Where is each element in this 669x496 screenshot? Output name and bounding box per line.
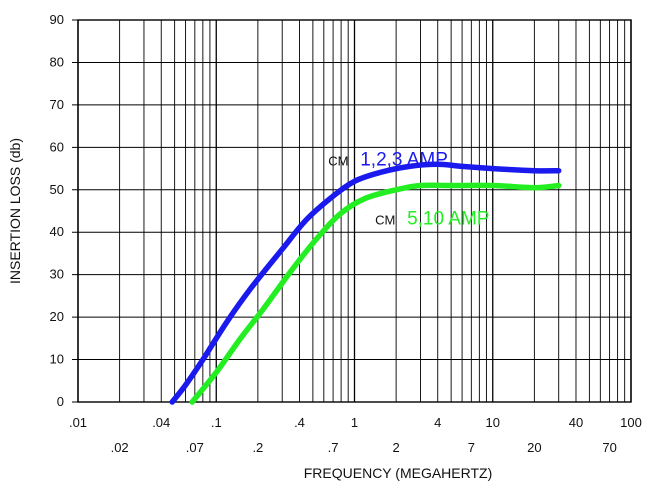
- series-line: [169, 161, 562, 405]
- series-annotations: CM 1,2,3 AMP CM 5,10 AMP: [328, 149, 489, 229]
- y-tick-label: 10: [50, 352, 64, 367]
- x-tick-label: 100: [620, 415, 642, 430]
- x-tick-label: 70: [602, 440, 616, 455]
- plot-border: [77, 19, 632, 403]
- series-annotation-prefix: CM: [328, 153, 348, 168]
- series-lines: [169, 161, 562, 405]
- x-tick-label: 2: [393, 440, 400, 455]
- x-tick-label: .4: [294, 415, 305, 430]
- y-tick-label: 20: [50, 309, 64, 324]
- x-tick-label: .04: [152, 415, 170, 430]
- x-tick-label: 7: [468, 440, 475, 455]
- x-tick-labels: .01 .04 .1 .4 1 4 10 40 100 .02 .07 .2 .7 2 7 20 70: [69, 415, 642, 455]
- y-tick-label: 80: [50, 54, 64, 69]
- y-tick-label: 60: [50, 139, 64, 154]
- x-tick-label: 4: [434, 415, 441, 430]
- x-tick-label: .02: [111, 440, 129, 455]
- grid: [72, 19, 632, 403]
- x-tick-label: 40: [569, 415, 583, 430]
- series-annotation-label: 5,10 AMP: [407, 209, 489, 230]
- x-tick-label: .07: [186, 440, 204, 455]
- y-tick-labels: 0 10 20 30 40 50 60 70 80 90: [50, 12, 64, 409]
- x-tick-label: 20: [527, 440, 541, 455]
- series-line: [189, 182, 562, 405]
- series-annotation-prefix: CM: [375, 213, 395, 228]
- x-tick-label: .01: [69, 415, 87, 430]
- x-tick-label: .1: [211, 415, 222, 430]
- x-tick-label: .7: [328, 440, 339, 455]
- y-tick-label: 50: [50, 182, 64, 197]
- y-tick-label: 0: [57, 394, 64, 409]
- x-axis-title: FREQUENCY (MEGAHERTZ): [304, 465, 493, 481]
- series-annotation-label: 1,2,3 AMP: [360, 149, 448, 170]
- x-tick-label: 1: [351, 415, 358, 430]
- y-tick-label: 40: [50, 224, 64, 239]
- y-axis-title: INSERTION LOSS (db): [7, 138, 23, 284]
- y-tick-label: 30: [50, 267, 64, 282]
- x-tick-label: 10: [486, 415, 500, 430]
- y-tick-label: 90: [50, 12, 64, 27]
- y-tick-label: 70: [50, 97, 64, 112]
- x-tick-label: .2: [252, 440, 263, 455]
